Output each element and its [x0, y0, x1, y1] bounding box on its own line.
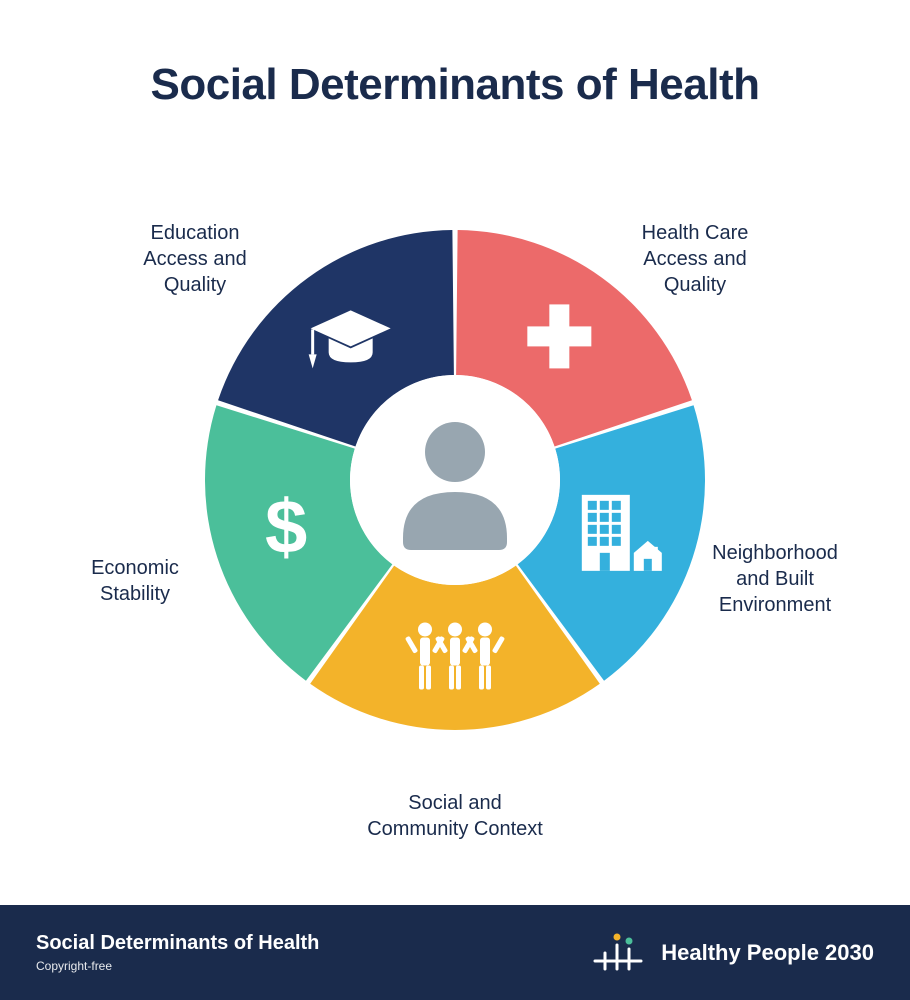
label-economic: EconomicStability: [45, 555, 225, 607]
page-title: Social Determinants of Health: [0, 0, 910, 110]
donut-chart: $: [195, 220, 715, 740]
footer-brand: Healthy People 2030: [591, 931, 874, 975]
label-social: Social andCommunity Context: [365, 790, 545, 842]
footer-title: Social Determinants of Health: [36, 932, 319, 955]
footer-left: Social Determinants of Health Copyright-…: [36, 932, 319, 973]
footer-subtitle: Copyright-free: [36, 959, 319, 973]
dollar-icon: $: [265, 485, 307, 570]
label-education: EducationAccess andQuality: [105, 220, 285, 298]
brand-logo-icon: [591, 931, 647, 975]
footer-bar: Social Determinants of Health Copyright-…: [0, 905, 910, 1000]
footer-brand-text: Healthy People 2030: [661, 940, 874, 966]
label-healthcare: Health CareAccess andQuality: [605, 220, 785, 298]
svg-text:$: $: [265, 485, 307, 570]
label-neighborhood: Neighborhoodand BuiltEnvironment: [685, 540, 865, 618]
